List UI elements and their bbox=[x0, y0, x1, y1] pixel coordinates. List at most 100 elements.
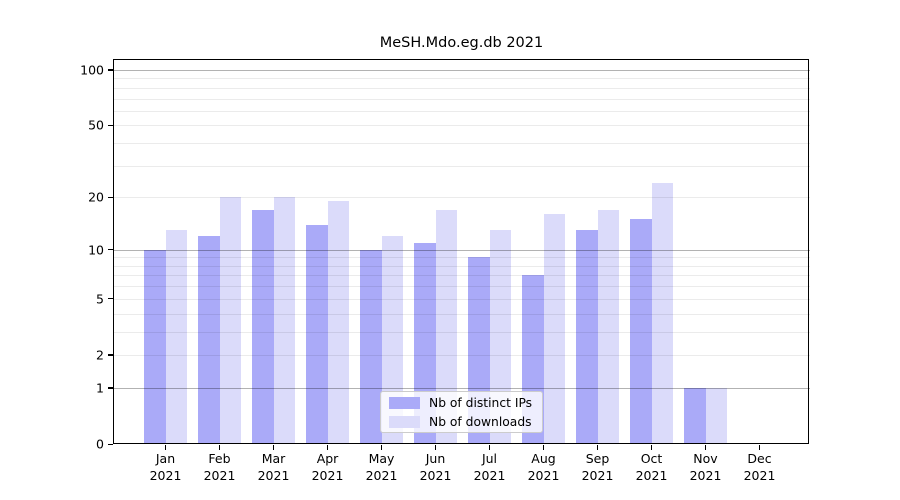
bar-downloads-apr bbox=[327, 201, 349, 444]
y-tick-mark bbox=[108, 354, 113, 356]
x-tick-mark bbox=[218, 445, 221, 450]
x-label-year: 2021 bbox=[257, 468, 290, 483]
y-tick-mark bbox=[108, 69, 113, 71]
x-tick-mark bbox=[650, 445, 653, 450]
x-axis-tick-label: Jun 2021 bbox=[406, 450, 466, 484]
x-tick-mark bbox=[164, 445, 167, 450]
x-axis-tick-label: Dec 2021 bbox=[730, 450, 790, 484]
x-label-month: Jan bbox=[155, 451, 176, 466]
bar-distinct-ips-sep bbox=[576, 230, 598, 444]
x-label-month: Aug bbox=[531, 451, 556, 466]
y-axis-tick-label: 100 bbox=[80, 62, 104, 78]
x-label-year: 2021 bbox=[419, 468, 452, 483]
bar-downloads-nov bbox=[705, 387, 727, 444]
x-tick-mark bbox=[272, 445, 275, 450]
bar-distinct-ips-may bbox=[360, 249, 382, 444]
bar-downloads-jan bbox=[165, 230, 187, 444]
x-axis-tick-label: Feb 2021 bbox=[190, 450, 250, 484]
bar-distinct-ips-jan bbox=[144, 249, 166, 444]
x-label-month: May bbox=[368, 451, 395, 466]
bar-distinct-ips-apr bbox=[306, 224, 328, 444]
x-tick-mark bbox=[758, 445, 761, 450]
legend-label: Nb of distinct IPs bbox=[429, 395, 533, 410]
minor-gridline bbox=[113, 125, 810, 127]
legend-item: Nb of distinct IPs bbox=[389, 395, 534, 411]
minor-gridline bbox=[113, 110, 810, 112]
x-tick-mark bbox=[596, 445, 599, 450]
y-tick-mark bbox=[108, 196, 113, 198]
legend: Nb of distinct IPs Nb of downloads bbox=[380, 391, 543, 433]
x-tick-mark bbox=[434, 445, 437, 450]
x-tick-mark bbox=[704, 445, 707, 450]
bar-distinct-ips-nov bbox=[684, 387, 706, 444]
x-label-month: Feb bbox=[208, 451, 231, 466]
legend-label: Nb of downloads bbox=[429, 414, 532, 429]
y-axis-tick-label: 50 bbox=[88, 117, 104, 133]
x-label-year: 2021 bbox=[527, 468, 560, 483]
minor-gridline bbox=[113, 143, 810, 145]
x-label-year: 2021 bbox=[365, 468, 398, 483]
bar-distinct-ips-feb bbox=[198, 236, 220, 444]
x-label-month: Apr bbox=[316, 451, 339, 466]
x-label-month: Jul bbox=[481, 451, 498, 466]
x-axis-tick-label: Jul 2021 bbox=[460, 450, 520, 484]
legend-swatch bbox=[389, 415, 420, 428]
y-axis-tick-label: 20 bbox=[88, 189, 104, 205]
chart-title: MeSH.Mdo.eg.db 2021 bbox=[379, 35, 544, 51]
bar-downloads-mar bbox=[273, 197, 295, 444]
x-axis-tick-label: Mar 2021 bbox=[244, 450, 304, 484]
minor-gridline bbox=[113, 78, 810, 80]
bar-downloads-jun bbox=[435, 209, 457, 444]
x-axis-tick-label: Aug 2021 bbox=[514, 450, 574, 484]
x-label-month: Jun bbox=[425, 451, 446, 466]
y-axis-tick-label: 0 bbox=[96, 436, 104, 452]
x-label-month: Sep bbox=[585, 451, 610, 466]
bar-distinct-ips-mar bbox=[252, 209, 274, 444]
x-label-year: 2021 bbox=[149, 468, 182, 483]
x-label-month: Dec bbox=[747, 451, 772, 466]
x-label-year: 2021 bbox=[743, 468, 776, 483]
legend-swatch bbox=[389, 396, 420, 409]
y-tick-mark bbox=[108, 124, 113, 127]
x-label-month: Nov bbox=[693, 451, 718, 466]
x-tick-mark bbox=[488, 445, 491, 450]
minor-gridline bbox=[113, 165, 810, 167]
minor-gridline bbox=[113, 197, 810, 199]
x-label-year: 2021 bbox=[689, 468, 722, 483]
bar-downloads-sep bbox=[597, 209, 619, 444]
minor-gridline bbox=[113, 87, 810, 89]
minor-gridline bbox=[113, 98, 810, 100]
x-axis-tick-label: Oct 2021 bbox=[622, 450, 682, 484]
bar-downloads-feb bbox=[219, 197, 241, 444]
x-axis-tick-label: May 2021 bbox=[352, 450, 412, 484]
x-tick-mark bbox=[542, 445, 545, 450]
x-axis-tick-label: Apr 2021 bbox=[298, 450, 358, 484]
y-tick-mark bbox=[108, 443, 113, 445]
x-label-year: 2021 bbox=[581, 468, 614, 483]
bar-downloads-jul bbox=[489, 230, 511, 444]
x-axis-tick-label: Jan 2021 bbox=[136, 450, 196, 484]
y-axis-tick-label: 2 bbox=[96, 347, 104, 363]
x-label-year: 2021 bbox=[635, 468, 668, 483]
y-axis-tick-label: 10 bbox=[88, 242, 104, 258]
major-gridline bbox=[113, 69, 810, 71]
y-tick-mark bbox=[108, 387, 113, 389]
bar-downloads-oct bbox=[651, 183, 673, 444]
y-tick-mark bbox=[108, 249, 113, 251]
x-label-year: 2021 bbox=[473, 468, 506, 483]
x-label-month: Mar bbox=[261, 451, 286, 466]
y-tick-mark bbox=[108, 298, 113, 300]
x-axis-tick-label: Sep 2021 bbox=[568, 450, 628, 484]
x-label-month: Oct bbox=[640, 451, 663, 466]
legend-item: Nb of downloads bbox=[389, 414, 534, 430]
x-tick-mark bbox=[326, 445, 329, 450]
x-tick-mark bbox=[380, 445, 383, 450]
y-axis-tick-label: 5 bbox=[96, 291, 104, 307]
bar-downloads-aug bbox=[543, 214, 565, 444]
bar-distinct-ips-oct bbox=[630, 219, 652, 444]
y-axis-tick-label: 1 bbox=[96, 380, 104, 396]
x-axis-tick-label: Nov 2021 bbox=[676, 450, 736, 484]
x-label-year: 2021 bbox=[203, 468, 236, 483]
x-label-year: 2021 bbox=[311, 468, 344, 483]
